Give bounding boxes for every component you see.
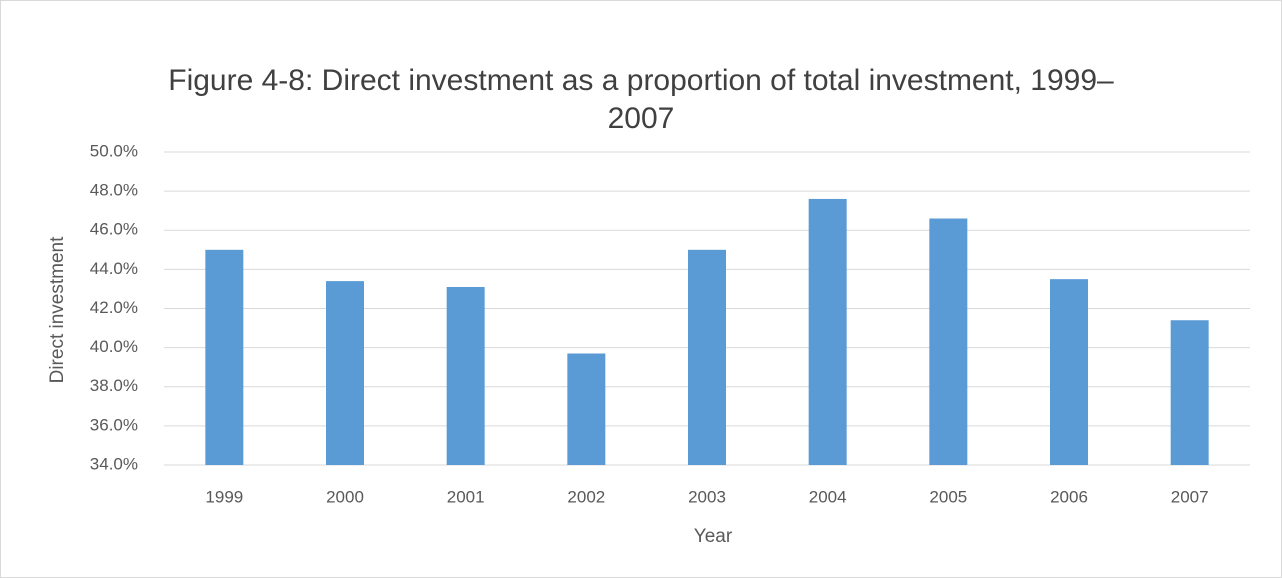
y-tick-label: 40.0%	[90, 337, 138, 356]
x-tick-label: 2003	[688, 487, 726, 506]
y-tick-label: 48.0%	[90, 181, 138, 200]
y-tick-label: 38.0%	[90, 376, 138, 395]
bar	[567, 353, 606, 465]
bar	[808, 198, 847, 465]
x-tick-label: 2002	[567, 487, 605, 506]
bar	[1170, 320, 1209, 465]
x-axis-label: Year	[694, 526, 733, 547]
bar	[929, 218, 968, 465]
x-tick-label: 1999	[205, 487, 243, 506]
y-tick-label: 34.0%	[90, 454, 138, 473]
x-tick-label: 2000	[326, 487, 364, 506]
y-axis-label: Direct investment	[47, 236, 68, 383]
y-tick-label: 44.0%	[90, 259, 138, 278]
y-tick-label: 50.0%	[90, 141, 138, 160]
bar	[1050, 279, 1088, 465]
bar	[446, 286, 485, 465]
x-tick-label: 2005	[929, 487, 967, 506]
bar	[688, 249, 726, 465]
x-tick-label: 2006	[1050, 487, 1088, 506]
bar	[326, 281, 364, 465]
x-tick-label: 2007	[1171, 487, 1209, 506]
bar	[205, 249, 244, 465]
chart-title: Figure 4-8: Direct investment as a propo…	[168, 64, 1114, 135]
x-tick-label: 2004	[809, 487, 847, 506]
y-tick-label: 36.0%	[90, 415, 138, 434]
y-tick-label: 42.0%	[90, 298, 138, 317]
x-tick-label: 2001	[447, 487, 485, 506]
y-tick-label: 46.0%	[90, 220, 138, 239]
